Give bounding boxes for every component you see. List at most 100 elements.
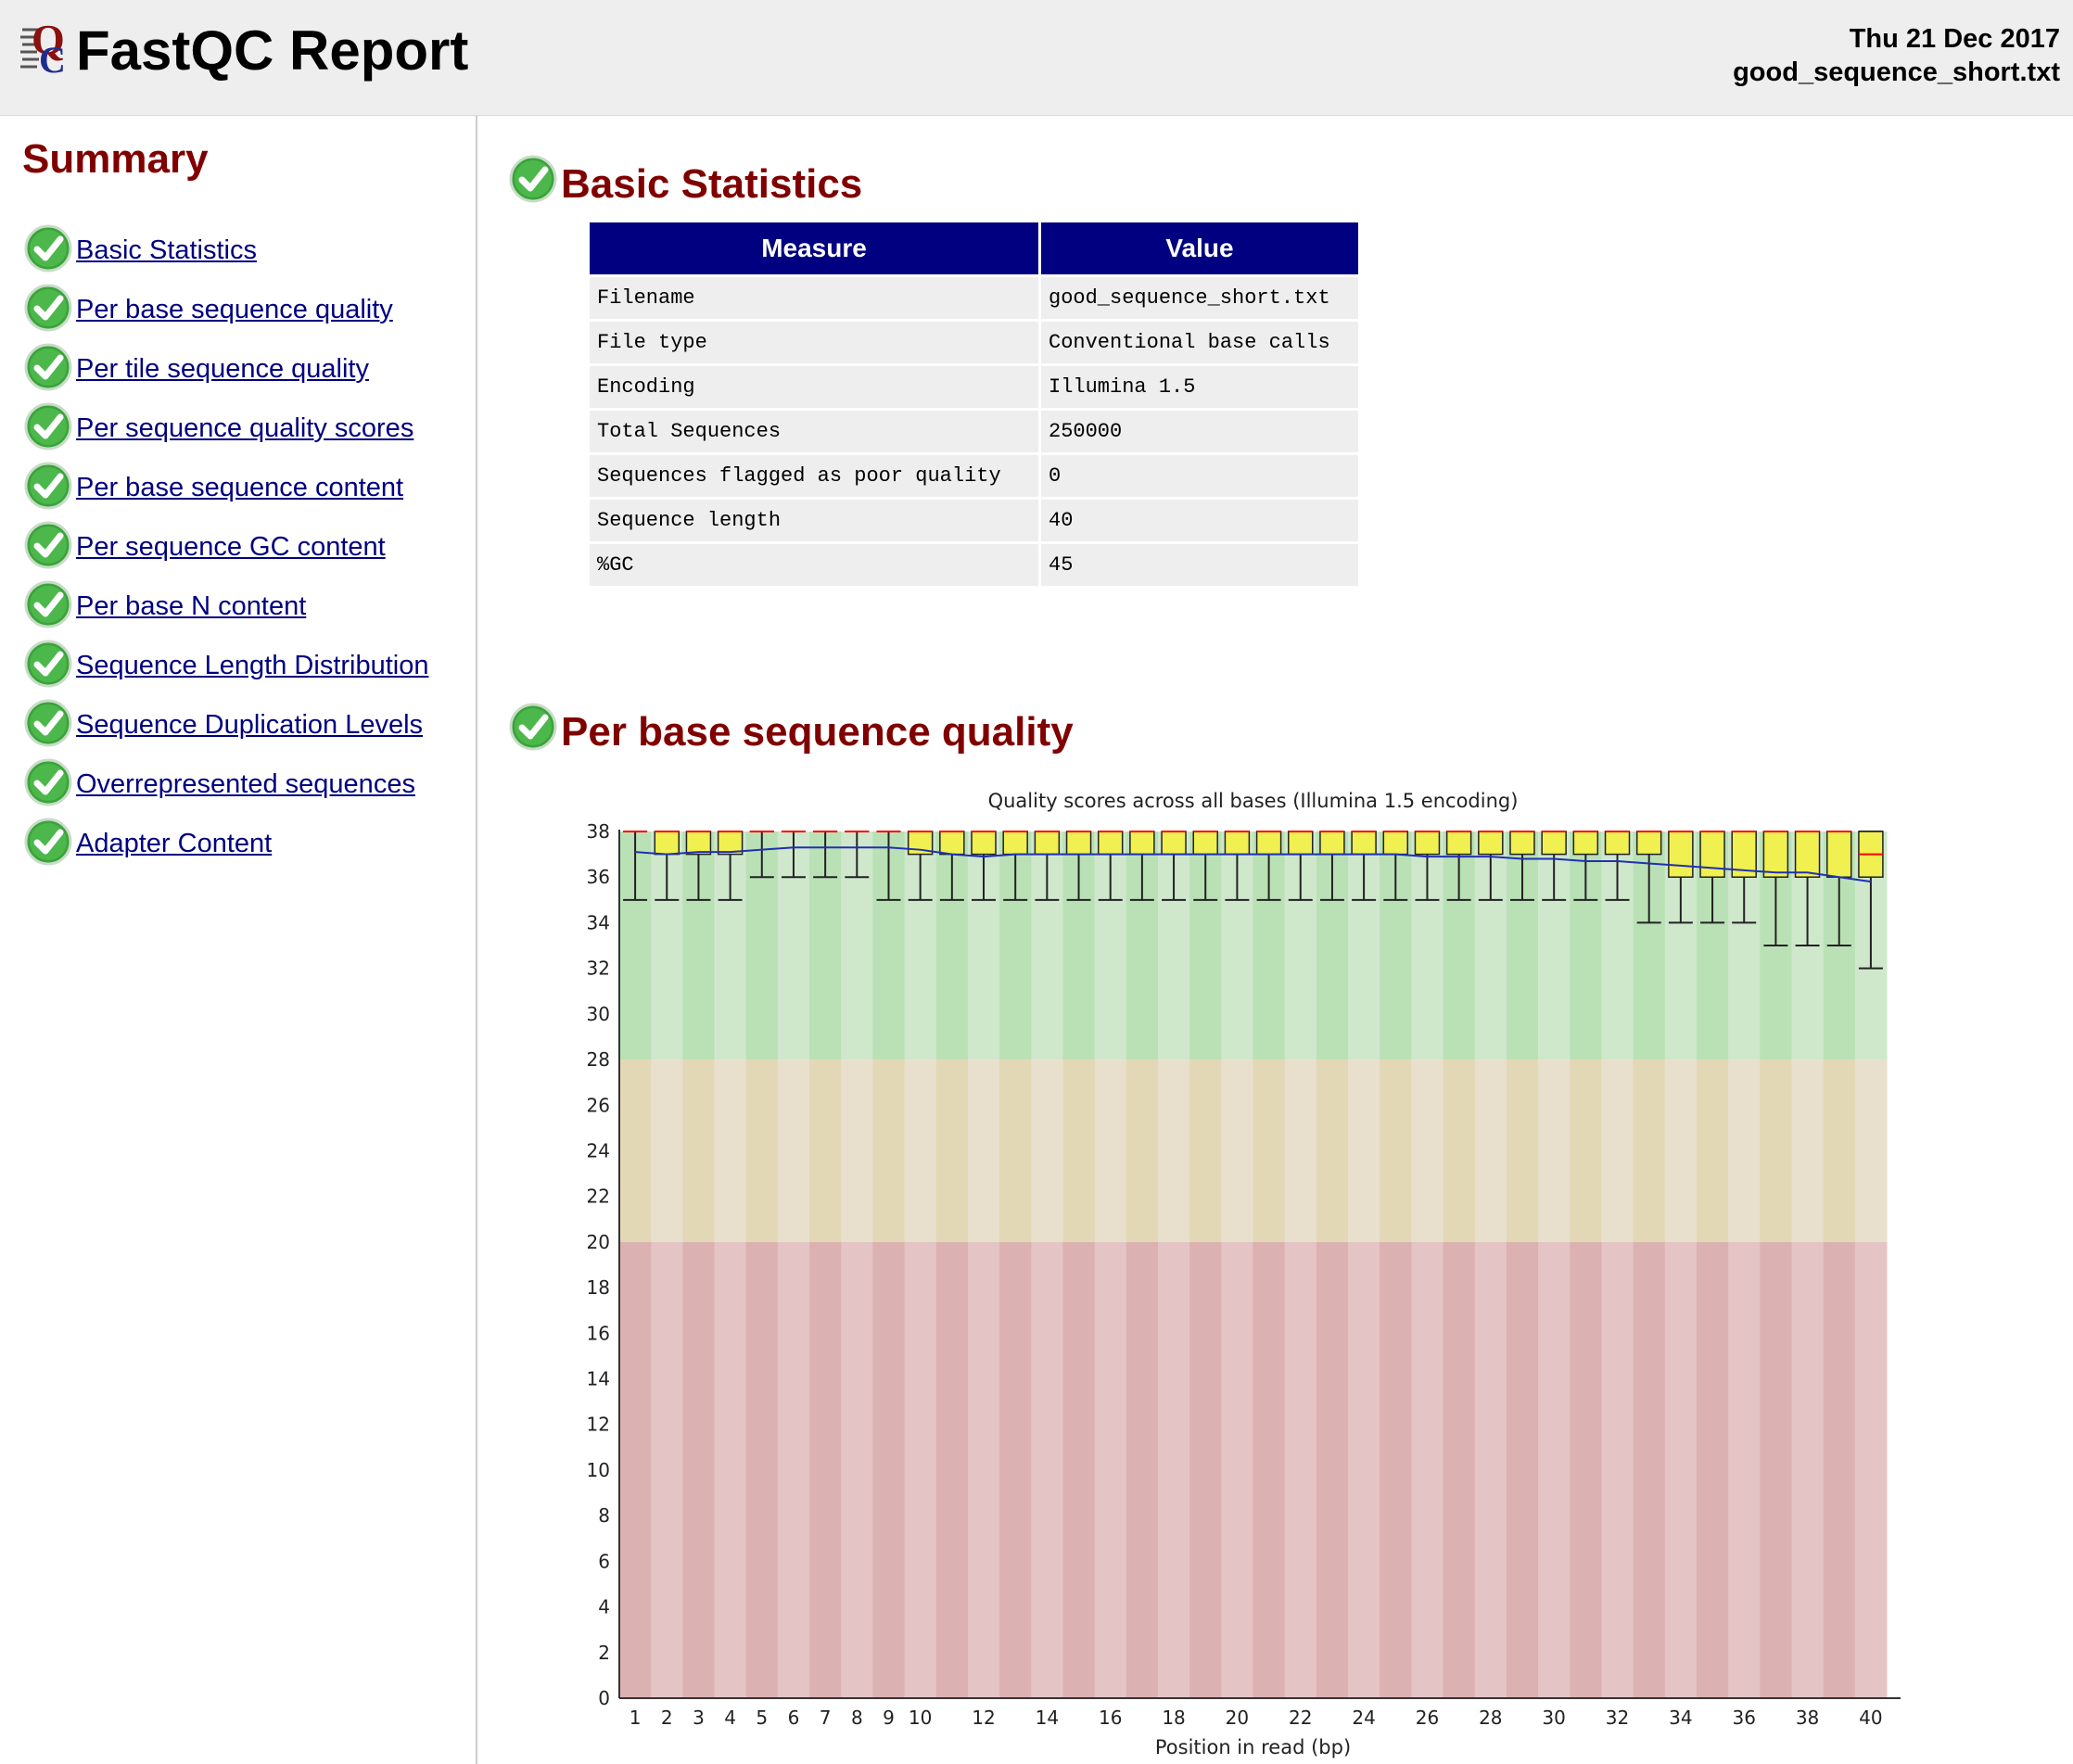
summary-link[interactable]: Per sequence quality scores <box>76 412 414 443</box>
quality-zone-poor <box>1633 1241 1666 1698</box>
x-tick-label: 20 <box>1226 1707 1249 1729</box>
fastqc-logo-icon: Q C <box>20 16 66 78</box>
quality-zone-poor <box>1506 1241 1539 1698</box>
summary-sidebar: Summary Basic Statistics Per base sequenc… <box>0 116 477 1764</box>
measure-cell: File type <box>590 322 1038 363</box>
quality-zone-poor <box>1791 1241 1825 1698</box>
table-row: Sequences flagged as poor quality 0 <box>590 455 1358 497</box>
quality-zone-warning <box>1126 1060 1159 1242</box>
quartile-box <box>1129 831 1155 856</box>
quality-zone-warning <box>1316 1060 1349 1242</box>
quality-zone-poor <box>904 1241 937 1698</box>
table-header-row: Measure Value <box>590 222 1358 274</box>
quartile-box <box>1224 831 1251 856</box>
x-tick-label: 4 <box>724 1707 736 1729</box>
y-tick-label: 10 <box>587 1459 610 1481</box>
summary-link[interactable]: Basic Statistics <box>76 235 257 265</box>
quality-zone-warning <box>651 1060 683 1242</box>
value-cell: good_sequence_short.txt <box>1041 277 1358 319</box>
quality-zone-poor <box>967 1241 1000 1698</box>
basic-statistics-table: Measure Value Filename good_sequence_shor… <box>587 220 1361 589</box>
x-tick-label: 9 <box>883 1707 895 1729</box>
pass-tick-icon <box>22 697 74 754</box>
summary-link[interactable]: Sequence Length Distribution <box>76 650 429 680</box>
quality-zone-warning <box>967 1060 1000 1242</box>
quartile-box <box>1794 831 1821 878</box>
quality-zone-warning <box>1696 1060 1729 1242</box>
quartile-box <box>1445 831 1472 856</box>
quality-zone-warning <box>1031 1060 1063 1242</box>
x-tick-label: 6 <box>788 1707 800 1729</box>
quality-box-plot: Quality scores across all bases (Illumin… <box>587 790 1901 1758</box>
y-tick-label: 20 <box>587 1231 610 1253</box>
quality-zone-warning <box>1348 1060 1380 1242</box>
quality-zone-poor <box>1411 1241 1444 1698</box>
x-axis-label: Position in read (bp) <box>1155 1736 1351 1758</box>
quality-zone-poor <box>777 1241 810 1698</box>
quartile-box <box>939 831 965 856</box>
y-tick-label: 2 <box>598 1642 610 1664</box>
table-row: Encoding Illumina 1.5 <box>590 366 1358 408</box>
summary-link[interactable]: Per sequence GC content <box>76 531 386 562</box>
quality-zone-warning <box>682 1060 716 1242</box>
x-tick-label: 32 <box>1606 1707 1629 1729</box>
quartile-box <box>1414 831 1441 856</box>
pass-tick-icon <box>22 460 74 516</box>
summary-title: Summary <box>22 136 209 182</box>
quartile-box <box>1572 831 1599 856</box>
summary-link[interactable]: Per base sequence quality <box>76 294 393 324</box>
pass-tick-icon <box>22 578 74 635</box>
quality-zone-poor <box>1094 1241 1127 1698</box>
y-tick-label: 24 <box>587 1139 610 1161</box>
value-cell: Illumina 1.5 <box>1041 366 1358 408</box>
summary-link[interactable]: Overrepresented sequences <box>76 768 415 799</box>
quality-zone-poor <box>809 1241 842 1698</box>
quality-zone-warning <box>1094 1060 1127 1242</box>
section-title: Per base sequence quality <box>561 708 1074 755</box>
measure-cell: Sequences flagged as poor quality <box>590 455 1038 497</box>
table-row: File type Conventional base calls <box>590 322 1358 363</box>
quality-zone-poor <box>1696 1241 1729 1698</box>
x-tick-label: 12 <box>972 1707 995 1729</box>
pass-tick-icon <box>507 153 561 215</box>
pass-tick-icon <box>22 756 74 813</box>
summary-item: Sequence Length Distribution <box>22 636 428 695</box>
summary-link[interactable]: Per base sequence content <box>76 472 404 502</box>
pass-tick-icon <box>507 701 561 763</box>
quality-zone-poor <box>1253 1241 1286 1698</box>
y-tick-label: 34 <box>587 911 610 933</box>
quality-zone-warning <box>1443 1060 1476 1242</box>
pass-tick-icon <box>22 519 74 576</box>
quality-zone-warning <box>1601 1060 1634 1242</box>
y-tick-label: 28 <box>587 1048 610 1071</box>
summary-link[interactable]: Per base N content <box>76 590 307 621</box>
quartile-box <box>1478 831 1504 856</box>
quartile-box <box>1192 831 1218 856</box>
y-tick-label: 18 <box>587 1276 610 1299</box>
quartile-box <box>1826 831 1852 878</box>
quartile-box <box>1541 831 1567 856</box>
value-cell: Conventional base calls <box>1041 322 1358 363</box>
y-tick-label: 22 <box>587 1186 610 1208</box>
summary-link[interactable]: Adapter Content <box>76 828 273 858</box>
measure-cell: Filename <box>590 277 1038 319</box>
summary-link[interactable]: Per tile sequence quality <box>76 353 369 384</box>
y-tick-label: 16 <box>587 1322 610 1344</box>
x-tick-label: 2 <box>661 1707 673 1729</box>
quality-zone-warning <box>1411 1060 1444 1242</box>
quality-zone-warning <box>1728 1060 1761 1242</box>
quality-zone-poor <box>1316 1241 1349 1698</box>
summary-link[interactable]: Sequence Duplication Levels <box>76 709 424 740</box>
quartile-box <box>1288 831 1314 856</box>
quartile-box <box>1382 831 1409 856</box>
summary-item: Per base N content <box>22 577 428 636</box>
y-tick-label: 30 <box>587 1003 610 1025</box>
x-tick-label: 34 <box>1669 1707 1692 1729</box>
measure-cell: Encoding <box>590 366 1038 408</box>
mean-line <box>635 846 1872 883</box>
quartile-box <box>1097 831 1124 856</box>
measure-cell: Sequence length <box>590 500 1038 541</box>
summary-item: Per base sequence content <box>22 458 428 517</box>
quartile-box <box>685 831 712 856</box>
quality-zone-poor <box>872 1241 906 1698</box>
